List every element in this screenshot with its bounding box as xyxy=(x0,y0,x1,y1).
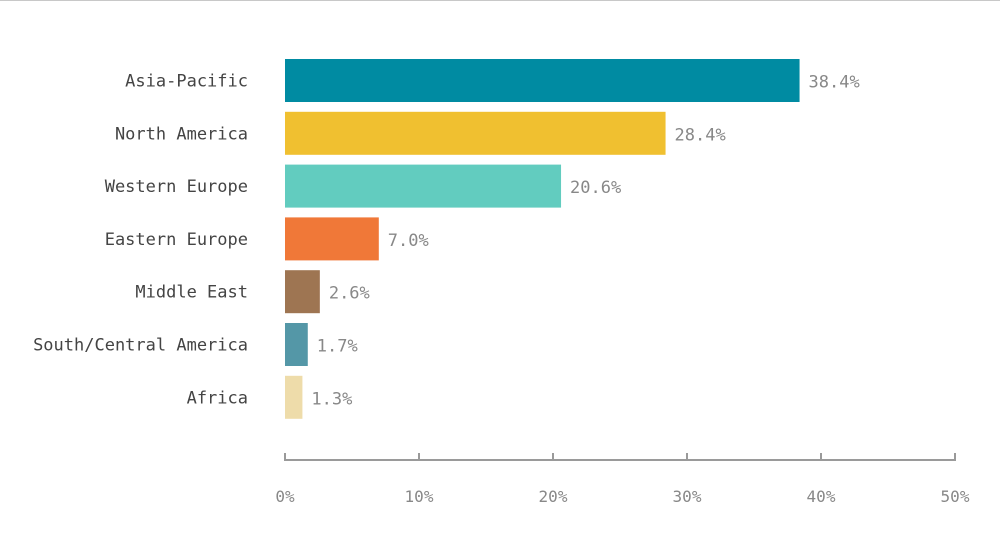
category-label: South/Central America xyxy=(33,336,248,356)
x-tick-label: 10% xyxy=(405,487,434,506)
x-tick-label: 50% xyxy=(941,487,970,506)
bar xyxy=(285,217,379,261)
category-label: Africa xyxy=(187,388,248,408)
top-rule xyxy=(0,0,1000,1)
category-label: Eastern Europe xyxy=(105,230,248,250)
category-label: Western Europe xyxy=(105,177,248,197)
bar xyxy=(285,270,320,314)
value-label: 20.6% xyxy=(570,178,621,198)
category-label: Middle East xyxy=(135,283,248,303)
bar xyxy=(285,111,666,155)
category-label: North America xyxy=(115,124,248,144)
x-tick-label: 30% xyxy=(673,487,702,506)
value-label: 1.3% xyxy=(311,389,352,409)
x-tick-label: 40% xyxy=(807,487,836,506)
x-tick-label: 0% xyxy=(275,487,295,506)
bar xyxy=(285,375,303,419)
bars-group: Asia-Pacific 38.4% North America 28.4% Weste… xyxy=(33,59,860,419)
value-label: 1.7% xyxy=(317,337,358,357)
bar xyxy=(285,59,800,102)
category-label: Asia-Pacific xyxy=(125,72,248,92)
x-tick-label: 20% xyxy=(539,487,568,506)
value-label: 7.0% xyxy=(388,231,429,251)
x-axis: 0% 10% 20% 30% 40% 50% xyxy=(275,453,970,506)
value-label: 38.4% xyxy=(809,73,860,93)
bar xyxy=(285,323,308,366)
value-label: 2.6% xyxy=(329,284,370,304)
value-label: 28.4% xyxy=(675,125,726,145)
bar xyxy=(285,164,562,208)
